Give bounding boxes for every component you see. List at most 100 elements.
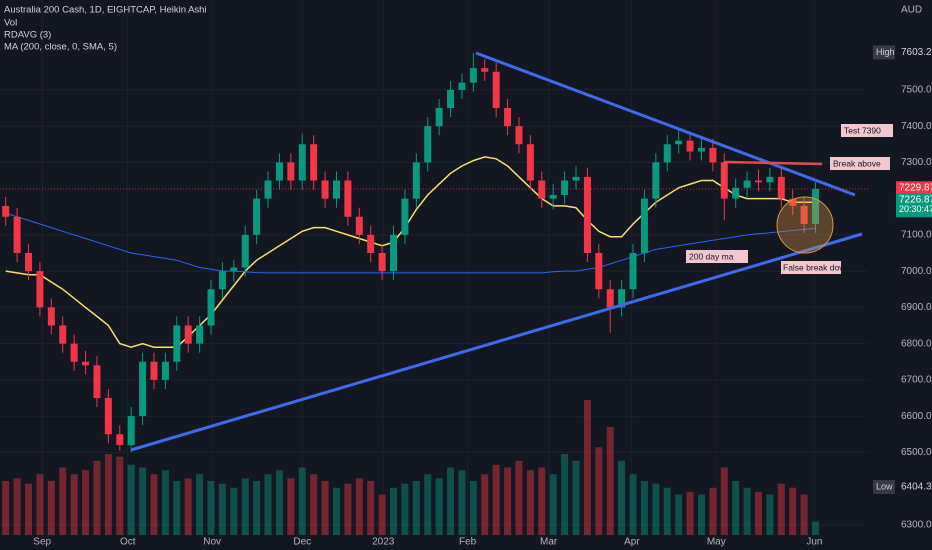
volume-bar bbox=[492, 464, 500, 535]
candle-body bbox=[390, 234, 398, 272]
volume-bar bbox=[161, 470, 169, 535]
candle-body bbox=[492, 71, 500, 109]
volume-bar bbox=[173, 481, 181, 535]
volume-bar bbox=[412, 481, 420, 535]
x-tick-label: 2023 bbox=[372, 537, 395, 548]
note: Test 7390 bbox=[844, 125, 881, 135]
volume-bar bbox=[812, 521, 820, 535]
y-tick-label: 7400.00 bbox=[901, 121, 932, 132]
candle-body bbox=[310, 144, 318, 181]
candle-body bbox=[812, 188, 820, 225]
candle-body bbox=[25, 253, 33, 272]
volume-bar bbox=[743, 487, 751, 535]
candle-body bbox=[355, 216, 363, 235]
candle-body bbox=[435, 108, 443, 127]
volume-bar bbox=[93, 460, 101, 535]
volume-bar bbox=[618, 460, 626, 535]
indicator-line bbox=[5, 156, 816, 348]
candle-body bbox=[686, 140, 694, 152]
volume-bar bbox=[2, 481, 10, 535]
volume-bar bbox=[504, 467, 512, 535]
candle-body bbox=[640, 198, 648, 254]
upper-trend-line bbox=[475, 51, 856, 197]
volume-bar bbox=[515, 460, 523, 535]
candle-body bbox=[800, 205, 808, 225]
x-tick-label: Sep bbox=[33, 537, 51, 548]
candle-body bbox=[709, 147, 717, 163]
y-tick-label: 6800.00 bbox=[901, 338, 932, 349]
candle-body bbox=[104, 397, 112, 435]
volume-bar bbox=[127, 464, 135, 535]
y-tick-label: 7000.00 bbox=[901, 266, 932, 277]
candle-body bbox=[583, 176, 591, 254]
candle-body bbox=[230, 267, 238, 272]
indicators bbox=[5, 156, 816, 348]
axes: 6300.00 6500.00 6600.00 6700.00 6800.00 6900.… bbox=[33, 45, 932, 548]
volume-bar bbox=[13, 478, 21, 535]
candle-body bbox=[298, 144, 306, 181]
candle-body bbox=[184, 325, 192, 344]
price-tag: 7229.87 bbox=[899, 182, 932, 193]
volume-bar bbox=[697, 494, 705, 535]
candle-body bbox=[321, 180, 329, 199]
volume-bar bbox=[321, 481, 329, 535]
note: 200 day ma bbox=[689, 251, 734, 261]
candle-body bbox=[401, 198, 409, 235]
y-tick-label: 7300.00 bbox=[901, 157, 932, 168]
volume-bar bbox=[663, 487, 671, 535]
volume-bar bbox=[526, 470, 534, 535]
candle-body bbox=[629, 253, 637, 290]
volume-bar bbox=[70, 474, 78, 535]
volume-bar bbox=[686, 491, 694, 535]
candle-body bbox=[663, 144, 671, 163]
candle-body bbox=[253, 198, 261, 235]
volume-bar bbox=[344, 483, 352, 535]
x-tick-label: May bbox=[707, 537, 726, 548]
volume-bar bbox=[275, 470, 283, 535]
candle-body bbox=[412, 162, 420, 199]
price-tag: 6404.36 bbox=[901, 482, 932, 493]
candle-body bbox=[59, 325, 67, 344]
x-tick-label: Dec bbox=[293, 537, 311, 548]
volume-bar bbox=[777, 483, 785, 535]
price-tag-label: Low bbox=[876, 481, 893, 491]
lower-trend-line bbox=[130, 232, 863, 452]
candles bbox=[2, 52, 820, 453]
candle-body bbox=[161, 361, 169, 380]
volume-bar bbox=[298, 467, 306, 535]
candle-body bbox=[218, 271, 226, 290]
volume-bar bbox=[561, 454, 569, 535]
note: False break down bbox=[783, 262, 850, 272]
candle-body bbox=[36, 271, 44, 308]
x-tick-label: Jun bbox=[806, 537, 822, 548]
volume-bar bbox=[640, 481, 648, 535]
volume-bar bbox=[36, 474, 44, 535]
volume-bar bbox=[424, 474, 432, 535]
candle-body bbox=[82, 361, 90, 366]
candle-body bbox=[595, 253, 603, 290]
volume-bar bbox=[104, 454, 112, 535]
price-tag-box bbox=[896, 193, 932, 218]
candle-body bbox=[275, 162, 283, 181]
x-tick-label: Feb bbox=[459, 537, 477, 548]
volume-bar bbox=[218, 483, 226, 535]
candle-body bbox=[447, 89, 455, 109]
candle-body bbox=[93, 365, 101, 398]
x-tick-label: Oct bbox=[120, 537, 136, 548]
volume-bar bbox=[25, 483, 33, 535]
candle-body bbox=[287, 162, 295, 181]
indicator-label: RDAVG (3) bbox=[4, 30, 51, 41]
candle-body bbox=[469, 68, 477, 83]
volume-bar bbox=[766, 494, 774, 535]
candle-body bbox=[173, 325, 181, 362]
volume-bar bbox=[538, 467, 546, 535]
volume-bar bbox=[652, 483, 660, 535]
candle-body bbox=[675, 140, 683, 145]
note-box bbox=[781, 261, 841, 274]
candle-body bbox=[561, 180, 569, 196]
candle-body bbox=[458, 82, 466, 90]
price-tag: 7226.87 bbox=[899, 194, 932, 205]
candle-body bbox=[150, 361, 158, 380]
volume-bar bbox=[378, 494, 386, 535]
